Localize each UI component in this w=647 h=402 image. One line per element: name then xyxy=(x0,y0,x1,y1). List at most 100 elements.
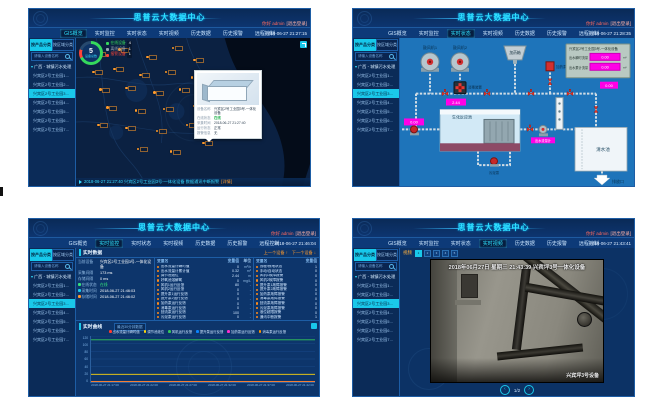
sidebar-tab-by-region[interactable]: 按区域分类 xyxy=(52,39,74,51)
camera-button[interactable]: 4 xyxy=(442,249,449,257)
nav-tab[interactable]: 实时视频 xyxy=(158,30,179,37)
map-marker[interactable] xyxy=(193,58,203,63)
device-list-item[interactable]: 兴宾区2号工业园7号-一体化设备 xyxy=(357,336,399,342)
map-marker[interactable] xyxy=(171,46,182,51)
fullscreen-icon[interactable] xyxy=(300,41,307,48)
nav-tab[interactable]: GIS概览 xyxy=(388,240,407,247)
map-marker[interactable] xyxy=(155,129,165,134)
device-group[interactable]: ▾广西 - 城镇污水处理 xyxy=(29,62,75,71)
nav-tab[interactable]: 远程控制 xyxy=(254,30,275,37)
table-row[interactable]: 回流泵故障报警 0 xyxy=(256,301,317,306)
nav-tab[interactable]: 实时视频 xyxy=(478,238,507,248)
legend-entry[interactable]: 消毒泵运行反馈 xyxy=(258,329,286,334)
map-marker[interactable] xyxy=(97,123,107,128)
logout-link[interactable]: [退出登录] xyxy=(610,21,631,26)
nav-tab[interactable]: 历史报警 xyxy=(227,240,248,247)
map-marker[interactable] xyxy=(125,126,135,131)
gis-map[interactable]: 5 设备总数 在线设备 4 离线设备 1 xyxy=(76,38,310,186)
nav-tab[interactable]: 历史数据 xyxy=(514,240,535,247)
table-row[interactable]: 调节池液位 2.44 m xyxy=(157,274,251,279)
device-list-item[interactable]: 兴宾区2号工业园2号-一体化设备 xyxy=(33,291,75,297)
device-list-item[interactable]: 兴宾区2号工业园5号-一体化设备 xyxy=(33,318,75,324)
table-row[interactable]: 出水流量计瞬时值 0 m³/h xyxy=(157,265,251,270)
table-row[interactable]: 消毒泵故障报警 0 xyxy=(256,297,317,302)
device-list-item[interactable]: 兴宾区2号工业园7号-一体化设备 xyxy=(33,126,75,132)
video-frame[interactable]: 2018年06月27日 星期三 21:43:39 兴宾坪3号一体化设备 兴宾坪3… xyxy=(430,259,604,383)
legend-entry[interactable]: 风机运行反馈 xyxy=(168,329,192,334)
table-row[interactable]: 通讯中断报警 1 xyxy=(256,315,317,320)
device-list-item[interactable]: 兴宾区2号工业园4号-一体化设备 xyxy=(33,99,75,105)
map-marker[interactable] xyxy=(99,87,109,93)
nav-tab[interactable]: 远程控制 xyxy=(259,240,280,247)
logout-link[interactable]: [退出登录] xyxy=(610,231,631,236)
table-row[interactable]: 提升泵1故障报警 0 xyxy=(256,283,317,288)
legend-entry[interactable]: 调节池液位 xyxy=(143,329,164,334)
pager-prev-button[interactable]: ‹ xyxy=(499,385,510,395)
nav-tab[interactable]: 实时监控 xyxy=(418,30,439,37)
map-marker[interactable] xyxy=(113,67,123,72)
legend-entry[interactable]: 出水流量计瞬时值 xyxy=(108,329,140,334)
sidebar-tab-by-product[interactable]: 按产品分类 xyxy=(30,249,52,261)
table-row[interactable]: 提升泵2故障报警 0 xyxy=(256,287,317,292)
table-row[interactable]: 提升泵1运行反馈 0 - xyxy=(157,292,251,297)
map-marker[interactable] xyxy=(164,70,175,75)
device-group[interactable]: ▾广西 - 城镇污水处理 xyxy=(353,62,399,71)
device-list-item[interactable]: 兴宾区2号工业园3号-一体化设备 xyxy=(353,89,399,98)
table-row[interactable]: 污泥泵故障报警 0 xyxy=(256,306,317,311)
table-row[interactable]: 风机2故障报警 0 xyxy=(256,278,317,283)
device-list-item[interactable]: 兴宾区2号工业园1号-一体化设备 xyxy=(357,282,399,288)
table-row[interactable]: 好氧池溶解氧 0 mg/L xyxy=(157,278,251,283)
pager-next-button[interactable]: › xyxy=(524,385,535,395)
table-row[interactable]: 加药泵故障报警 0 xyxy=(256,292,317,297)
device-list-item[interactable]: 兴宾区2号工业园2号-一体化设备 xyxy=(357,291,399,297)
map-marker[interactable] xyxy=(185,123,196,128)
device-list-item[interactable]: 兴宾区2号工业园3号-一体化设备 xyxy=(353,299,399,308)
map-marker[interactable] xyxy=(125,86,135,91)
table-row[interactable]: 回流泵运行反馈 100 - xyxy=(157,310,251,315)
camera-button[interactable]: 5 xyxy=(451,249,458,257)
nav-tab[interactable]: 实时监控 xyxy=(95,238,124,248)
device-list-item[interactable]: 兴宾区2号工业园7号-一体化设备 xyxy=(33,336,75,342)
map-marker[interactable] xyxy=(178,87,189,93)
nav-tab[interactable]: 远程控制 xyxy=(578,240,599,247)
map-marker[interactable] xyxy=(92,70,102,75)
nav-tab[interactable]: 实时视频 xyxy=(163,240,184,247)
next-device-link[interactable]: 下一个设备 ↓ xyxy=(291,249,316,255)
nav-tab[interactable]: 实时状态 xyxy=(131,240,152,247)
map-marker[interactable] xyxy=(118,47,128,53)
nav-tab[interactable]: 实时状态 xyxy=(450,240,471,247)
device-list-item[interactable]: 兴宾区2号工业园1号-一体化设备 xyxy=(33,72,75,78)
map-marker[interactable] xyxy=(146,55,156,60)
table-row[interactable]: 远程/就地状态 1 xyxy=(256,265,317,270)
nav-tab[interactable]: 历史数据 xyxy=(190,30,211,37)
map-marker[interactable] xyxy=(162,107,172,112)
sidebar-tab-by-product[interactable]: 按产品分类 xyxy=(354,39,376,51)
device-search-input[interactable]: 请输入设备名称 xyxy=(31,52,73,61)
nav-tab[interactable]: 实时监控 xyxy=(94,30,115,37)
sidebar-tab-by-region[interactable]: 按区域分类 xyxy=(376,249,398,261)
table-row[interactable]: 出水流量计累计值 0.32 m³ xyxy=(157,269,251,274)
table-row[interactable]: 消毒泵运行反馈 0 - xyxy=(157,306,251,311)
table-row[interactable]: 提升泵2运行反馈 0 - xyxy=(157,297,251,302)
device-list-item[interactable]: 兴宾区2号工业园6号-一体化设备 xyxy=(33,117,75,123)
camera-button[interactable]: 2 xyxy=(424,249,431,257)
device-search-input[interactable]: 请输入设备名称 xyxy=(355,262,397,271)
device-group[interactable]: ▾广西 - 城镇污水处理 xyxy=(353,272,399,281)
table-row[interactable]: 液位超限报警 0 xyxy=(256,310,317,315)
nav-tab[interactable]: GIS概览 xyxy=(388,30,407,37)
nav-tab[interactable]: GIS概览 xyxy=(68,240,88,247)
device-list-item[interactable]: 兴宾区2号工业园3号-一体化设备 xyxy=(29,299,75,308)
sidebar-tab-by-region[interactable]: 按区域分类 xyxy=(52,249,74,261)
nav-tab[interactable]: 历史报警 xyxy=(546,240,567,247)
logout-link[interactable]: [退出登录] xyxy=(286,21,307,26)
device-list-item[interactable]: 兴宾区2号工业园2号-一体化设备 xyxy=(33,81,75,87)
nav-tab[interactable]: 实时监控 xyxy=(418,240,439,247)
device-search-input[interactable]: 请输入设备名称 xyxy=(355,52,397,61)
device-list-item[interactable]: 兴宾区2号工业园1号-一体化设备 xyxy=(33,282,75,288)
nav-tab[interactable]: GIS概览 xyxy=(60,28,87,38)
device-list-item[interactable]: 兴宾区2号工业园5号-一体化设备 xyxy=(357,108,399,114)
map-marker[interactable] xyxy=(190,76,200,81)
nav-tab[interactable]: 历史数据 xyxy=(195,240,216,247)
nav-tab[interactable]: 实时状态 xyxy=(446,28,475,38)
legend-entry[interactable]: 加药泵运行反馈 xyxy=(227,329,255,334)
